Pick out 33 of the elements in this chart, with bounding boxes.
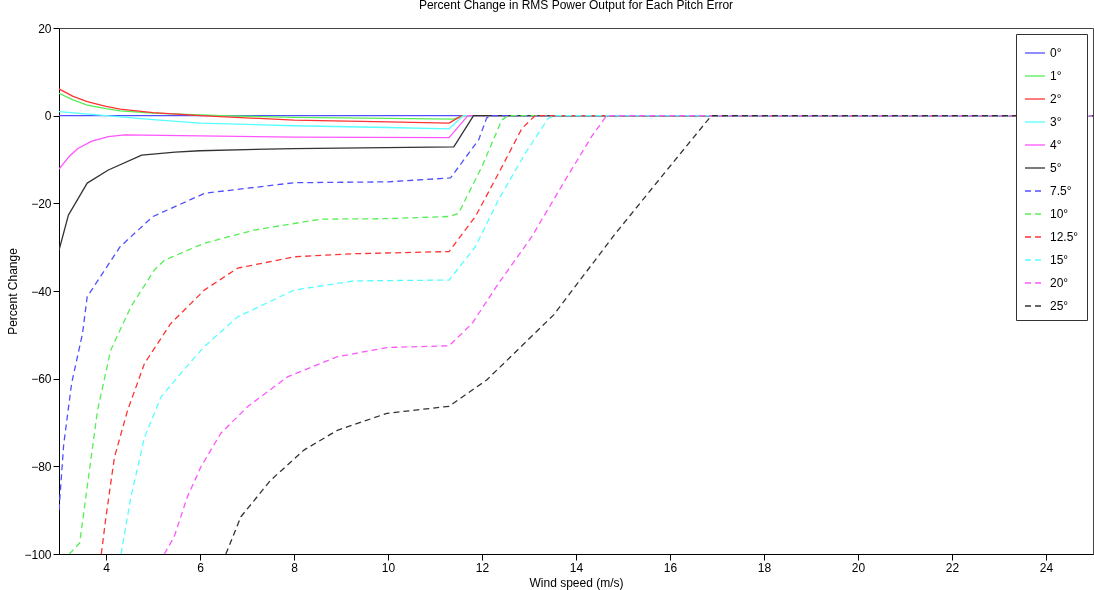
legend-label: 2° xyxy=(1050,92,1062,106)
x-tick-label: 14 xyxy=(569,560,584,575)
y-tick-label: −20 xyxy=(31,196,52,211)
legend-label: 4° xyxy=(1050,138,1062,152)
x-tick-label: 10 xyxy=(381,560,396,575)
x-tick-label: 12 xyxy=(475,560,490,575)
x-tick-label: 22 xyxy=(945,560,960,575)
legend-label: 0° xyxy=(1050,46,1062,60)
x-axis-title: Wind speed (m/s) xyxy=(529,575,624,590)
y-tick-label: −60 xyxy=(31,372,52,387)
legend-label: 1° xyxy=(1050,69,1062,83)
y-axis-title: Percent Change xyxy=(6,247,21,335)
x-tick-label: 4 xyxy=(103,560,111,575)
legend-label: 7.5° xyxy=(1050,184,1072,198)
y-tick-label: −40 xyxy=(31,284,52,299)
y-tick-label: 20 xyxy=(38,21,52,36)
x-tick-label: 16 xyxy=(663,560,678,575)
x-tick-label: 20 xyxy=(851,560,866,575)
x-tick-label: 24 xyxy=(1039,560,1054,575)
legend-label: 5° xyxy=(1050,161,1062,175)
x-tick-label: 8 xyxy=(291,560,299,575)
legend-label: 10° xyxy=(1050,207,1069,221)
legend-label: 3° xyxy=(1050,115,1062,129)
y-tick-label: −80 xyxy=(31,459,52,474)
y-tick-label: −100 xyxy=(24,547,52,562)
legend-label: 20° xyxy=(1050,276,1069,290)
legend-label: 25° xyxy=(1050,299,1069,313)
x-tick-label: 6 xyxy=(197,560,205,575)
y-tick-label: 0 xyxy=(44,109,52,124)
legend-label: 12.5° xyxy=(1050,230,1079,244)
x-tick-label: 18 xyxy=(757,560,772,575)
legend-label: 15° xyxy=(1050,253,1069,267)
chart-title: Percent Change in RMS Power Output for Each Pitch Error xyxy=(418,0,734,12)
